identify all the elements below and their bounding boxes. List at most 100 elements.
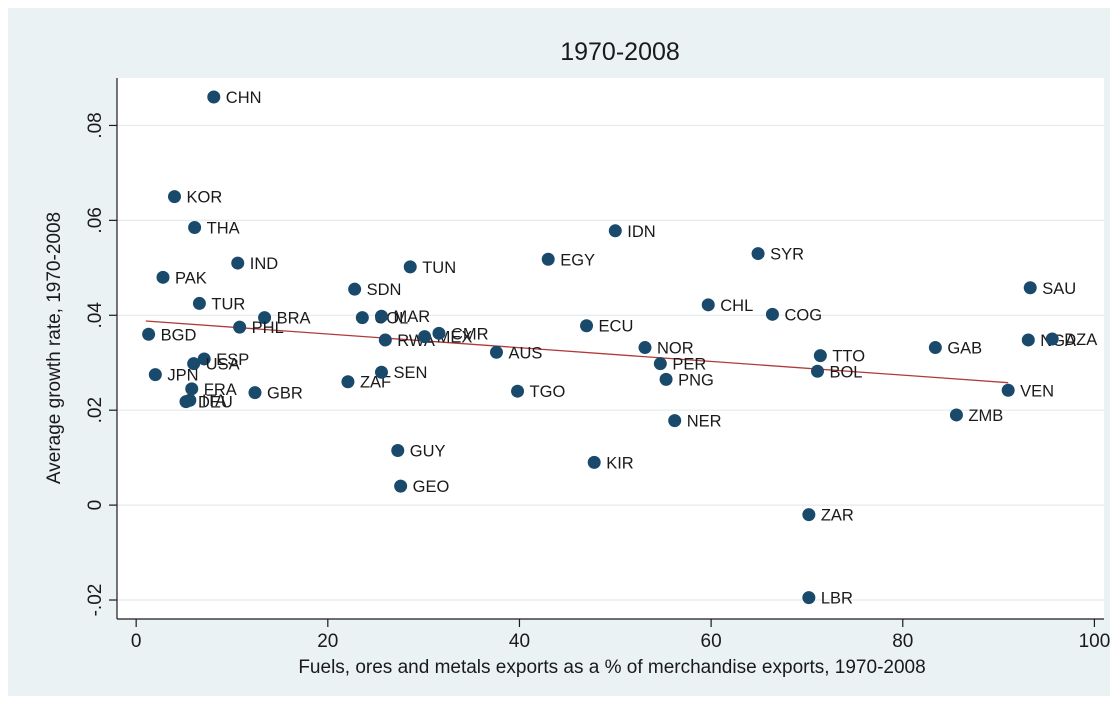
- data-point-zaf: [341, 375, 355, 389]
- data-point-col: [355, 311, 369, 325]
- point-label-lbr: LBR: [821, 590, 853, 608]
- point-label-usa: USA: [206, 356, 240, 374]
- point-label-cog: COG: [784, 306, 822, 324]
- data-point-bgd: [142, 327, 156, 341]
- point-label-ita: ITA: [202, 392, 226, 410]
- data-point-kor: [167, 190, 181, 204]
- data-point-tgo: [511, 384, 525, 398]
- point-label-gbr: GBR: [267, 385, 303, 403]
- data-point-zar: [802, 508, 816, 522]
- y-tick-label: 0: [85, 500, 106, 511]
- point-label-esp: ESP: [216, 351, 249, 369]
- data-point-chn: [207, 90, 221, 104]
- data-point-sdn: [348, 282, 362, 296]
- point-label-sdn: SDN: [367, 281, 402, 299]
- point-label-tha: THA: [207, 219, 240, 237]
- data-point-ecu: [580, 319, 594, 333]
- data-point-nor: [638, 341, 652, 355]
- data-point-egy: [541, 252, 555, 266]
- data-point-esp: [197, 352, 211, 366]
- x-tick-label: 80: [892, 631, 913, 652]
- point-label-tgo: TGO: [530, 383, 566, 401]
- data-point-ner: [668, 414, 682, 428]
- axes: -.02 0 .02 .04 .06 .08 0 20 40 60 80 100: [85, 78, 1110, 652]
- point-label-aus: AUS: [508, 344, 542, 362]
- x-tick-label: 0: [131, 631, 142, 652]
- data-point-sen: [374, 365, 388, 379]
- point-label-jpn: JPN: [167, 367, 198, 385]
- point-label-fra: FRA: [204, 381, 237, 399]
- fit-line: [145, 320, 1009, 384]
- data-point-ind: [231, 256, 245, 270]
- data-point-usa: [187, 357, 201, 371]
- data-point-bol: [810, 364, 824, 378]
- data-point-nga: [1021, 333, 1035, 347]
- data-point-tun: [403, 260, 417, 274]
- data-point-ita: [183, 393, 197, 407]
- data-point-guy: [391, 444, 405, 458]
- point-label-cmr: CMR: [451, 325, 489, 343]
- point-label-tur: TUR: [211, 295, 245, 313]
- x-tick-label: 20: [317, 631, 338, 652]
- point-label-sau: SAU: [1042, 280, 1076, 298]
- data-point-cog: [765, 307, 779, 321]
- data-point-cmr: [432, 326, 446, 340]
- data-point-mex: [418, 330, 432, 344]
- x-tick-label: 60: [701, 631, 722, 652]
- point-label-mex: MEX: [437, 329, 473, 347]
- point-label-dza: DZA: [1064, 331, 1097, 349]
- point-label-ven: VEN: [1020, 382, 1054, 400]
- data-point-phl: [233, 320, 247, 334]
- point-label-bol: BOL: [829, 363, 862, 381]
- point-label-png: PNG: [678, 371, 714, 389]
- data-point-kir: [587, 455, 601, 469]
- point-label-egy: EGY: [560, 251, 595, 269]
- x-tick-label: 100: [1079, 631, 1111, 652]
- data-point-ven: [1001, 383, 1015, 397]
- data-point-tto: [813, 349, 827, 363]
- point-label-kir: KIR: [606, 454, 634, 472]
- data-point-tha: [188, 220, 202, 234]
- point-label-phl: PHL: [252, 319, 284, 337]
- x-tick-label: 40: [509, 631, 530, 652]
- point-label-bgd: BGD: [161, 326, 197, 344]
- point-label-ner: NER: [687, 413, 722, 431]
- point-label-zmb: ZMB: [968, 407, 1003, 425]
- data-point-aus: [489, 345, 503, 359]
- point-label-nor: NOR: [657, 340, 694, 358]
- point-label-idn: IDN: [627, 223, 655, 241]
- y-tick-label: .06: [85, 207, 106, 233]
- point-label-deu: DEU: [198, 394, 233, 412]
- point-label-geo: GEO: [413, 478, 450, 496]
- data-point-jpn: [148, 368, 162, 382]
- point-label-gab: GAB: [947, 340, 982, 358]
- data-point-fra: [185, 382, 199, 396]
- x-axis-title: Fuels, ores and metals exports as a % of…: [298, 657, 925, 678]
- data-point-gbr: [248, 386, 262, 400]
- data-point-idn: [608, 224, 622, 238]
- point-label-chl: CHL: [720, 297, 753, 315]
- data-point-rwa: [378, 333, 392, 347]
- point-label-bra: BRA: [277, 310, 311, 328]
- point-label-sen: SEN: [393, 364, 427, 382]
- data-point-sau: [1023, 281, 1037, 295]
- point-label-syr: SYR: [770, 246, 804, 264]
- data-point-bra: [258, 311, 272, 325]
- point-label-ind: IND: [250, 255, 279, 273]
- chart-title: 1970-2008: [560, 38, 680, 66]
- point-label-pak: PAK: [175, 269, 207, 287]
- data-point-mar: [374, 309, 388, 323]
- point-label-ecu: ECU: [599, 318, 634, 336]
- y-axis-title: Average growth rate, 1970-2008: [44, 212, 65, 484]
- point-label-mar: MAR: [393, 308, 430, 326]
- data-point-lbr: [802, 591, 816, 605]
- point-label-tun: TUN: [422, 259, 456, 277]
- data-point-tur: [192, 296, 206, 310]
- grid-lines: [117, 124, 1104, 601]
- data-point-geo: [394, 479, 408, 493]
- y-tick-label: .08: [85, 112, 106, 138]
- y-tick-label: .04: [85, 302, 106, 329]
- data-point-per: [653, 357, 667, 371]
